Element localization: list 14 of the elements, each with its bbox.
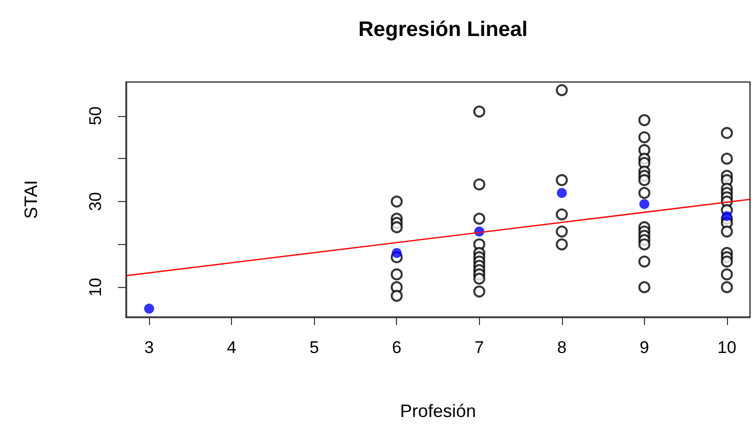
y-tick-label: 30 bbox=[86, 192, 105, 211]
x-axis-title: Profesión bbox=[400, 401, 476, 421]
x-tick-label: 10 bbox=[717, 338, 736, 357]
x-tick-label: 3 bbox=[144, 338, 154, 357]
x-tick-label: 9 bbox=[640, 338, 650, 357]
y-tick-label: 10 bbox=[86, 278, 105, 297]
x-tick-label: 5 bbox=[309, 338, 319, 357]
x-tick-label: 6 bbox=[392, 338, 402, 357]
x-tick-label: 7 bbox=[474, 338, 484, 357]
chart-title: Regresión Lineal bbox=[358, 18, 528, 41]
y-axis-title: STAI bbox=[21, 180, 41, 219]
x-tick-label: 4 bbox=[226, 338, 236, 357]
y-tick-label: 50 bbox=[86, 106, 105, 126]
x-tick-label: 8 bbox=[557, 338, 567, 357]
